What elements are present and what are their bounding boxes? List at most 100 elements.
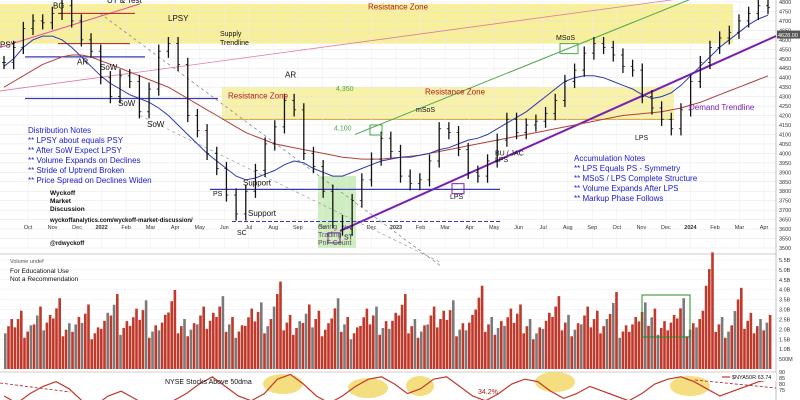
volume-bar bbox=[759, 319, 762, 369]
st-box bbox=[327, 232, 341, 244]
ann-ar-top: AR bbox=[77, 57, 88, 66]
volume-bar bbox=[272, 306, 276, 369]
volume-bar bbox=[189, 329, 193, 369]
volume-bar bbox=[218, 306, 221, 369]
volume-bar bbox=[90, 339, 93, 369]
volume-bar bbox=[647, 325, 650, 369]
price-y-tick-17: 3950 bbox=[779, 161, 791, 167]
volume-bar bbox=[292, 334, 295, 369]
volume-bar bbox=[327, 323, 330, 369]
volume-bar bbox=[42, 330, 45, 369]
volume-bar bbox=[215, 316, 218, 369]
ann-swing-count-line-2: PnF Count bbox=[318, 240, 352, 247]
volume-bar bbox=[634, 316, 637, 369]
volume-bar bbox=[192, 323, 196, 369]
price-grid bbox=[0, 1, 776, 249]
msos-box bbox=[559, 43, 579, 55]
ann-psy: PSY bbox=[0, 40, 17, 49]
last-price-badge bbox=[777, 30, 800, 39]
ann-swing-count-line-0: Swing bbox=[318, 224, 337, 231]
volume-bar bbox=[538, 327, 541, 369]
volume-bar bbox=[384, 321, 388, 369]
volume-bar bbox=[269, 319, 273, 369]
wyckoff-credit-line-0: Wyckoff bbox=[50, 190, 76, 197]
price-x-tick-11: Sep bbox=[293, 225, 303, 231]
volume-bar bbox=[410, 326, 413, 369]
price-x-tick-28: Feb bbox=[710, 225, 719, 231]
ann-lps-3: LPS bbox=[635, 135, 649, 142]
price-x-tick-1: Nov bbox=[48, 225, 58, 231]
volume-bar bbox=[644, 302, 647, 369]
price-y-tick-2: 4700 bbox=[779, 19, 791, 25]
volume-bar bbox=[612, 302, 615, 369]
volume-bar bbox=[64, 329, 68, 369]
volume-bar bbox=[314, 319, 317, 369]
volume-bar bbox=[704, 285, 708, 369]
price-x-tick-24: Oct bbox=[613, 225, 622, 231]
volume-bar bbox=[221, 296, 225, 369]
price-x-tick-6: Apr bbox=[171, 225, 180, 231]
volume-bar bbox=[461, 323, 465, 369]
ann-resistance-zone-top: Resistance Zone bbox=[368, 3, 429, 12]
price-x-tick-30: Apr bbox=[760, 225, 769, 231]
volume-bar bbox=[186, 336, 189, 369]
volume-bar bbox=[132, 317, 135, 369]
volume-label: Volume undef bbox=[10, 259, 44, 265]
right-axis-bg bbox=[776, 0, 800, 400]
volume-y-tick-9: 1.0B bbox=[779, 347, 791, 353]
volume-bar bbox=[52, 318, 55, 369]
volume-bar bbox=[512, 322, 516, 369]
volume-y-tick-10: 500M bbox=[779, 357, 793, 363]
volume-bar bbox=[61, 336, 65, 369]
volume-bar bbox=[20, 310, 23, 369]
swing-count-box bbox=[318, 176, 356, 248]
volume-y-tick-5: 3.0B bbox=[779, 308, 791, 314]
lps-box-1 bbox=[451, 183, 465, 195]
ann-swing-count-line-1: Trading bbox=[318, 232, 342, 239]
volume-highlight-box bbox=[641, 294, 691, 338]
volume-bar bbox=[231, 316, 234, 369]
volume-bar bbox=[359, 325, 362, 369]
price-y-tick-6: 4500 bbox=[779, 57, 791, 63]
volume-bar bbox=[304, 313, 308, 369]
volume-bar bbox=[234, 337, 237, 369]
volume-bar bbox=[391, 320, 394, 369]
edu-note-line-0: For Educational Use bbox=[10, 268, 69, 275]
volume-bar bbox=[503, 325, 506, 369]
ann-sow-2: SoW bbox=[100, 63, 118, 72]
volume-bar bbox=[266, 326, 269, 369]
price-y-tick-23: 3650 bbox=[779, 218, 791, 224]
price-y-tick-5: 4550 bbox=[779, 47, 791, 53]
volume-bar bbox=[640, 311, 644, 369]
volume-bar bbox=[746, 320, 749, 369]
volume-bar bbox=[135, 308, 138, 369]
volume-bar bbox=[496, 327, 500, 369]
breadth-y-tick-3: 75 bbox=[779, 388, 785, 394]
volume-y-tick-1: 5.0B bbox=[779, 268, 791, 274]
volume-bar bbox=[708, 269, 711, 369]
volume-bar bbox=[490, 316, 493, 369]
price-x-tick-15: 2023 bbox=[390, 225, 402, 231]
price-x-tick-21: Jul bbox=[540, 225, 547, 231]
volume-bar bbox=[333, 308, 337, 369]
breadth-highlight-0 bbox=[263, 374, 303, 394]
ann-resistance-zone-mid-left: Resistance Zone bbox=[228, 92, 289, 101]
volume-bar bbox=[637, 321, 641, 369]
volume-bar bbox=[356, 327, 359, 369]
volume-y-tick-8: 1.5B bbox=[779, 337, 791, 343]
volume-bar bbox=[442, 310, 445, 369]
price-y-tick-0: 4800 bbox=[779, 0, 791, 6]
volume-bar bbox=[554, 306, 557, 369]
ann-support-1: Support bbox=[243, 179, 272, 188]
long-ma-trendline bbox=[0, 0, 674, 92]
volume-bar bbox=[381, 327, 385, 369]
volume-bar bbox=[58, 298, 61, 369]
breadth-last-value: $NYA50R 63.74 bbox=[732, 375, 771, 381]
volume-bar bbox=[368, 324, 372, 369]
distribution-notes-line-2: ** After SoW Expect LPSY bbox=[28, 146, 122, 155]
volume-bar bbox=[77, 316, 81, 369]
volume-bar bbox=[653, 308, 657, 369]
price-x-tick-22: Aug bbox=[563, 225, 573, 231]
volume-bar bbox=[100, 328, 103, 369]
price-y-tick-1: 4750 bbox=[779, 9, 791, 15]
